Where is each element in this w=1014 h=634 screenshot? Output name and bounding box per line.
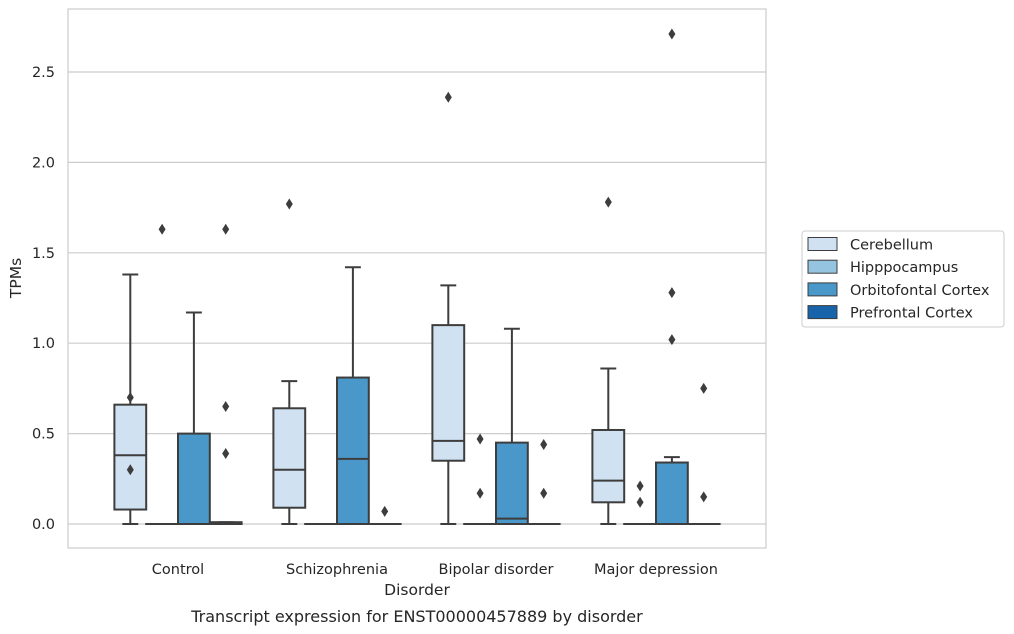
legend-swatch [807,259,838,274]
legend-label: Cerebellum [850,238,933,254]
outlier-point [636,480,644,492]
outlier-point [285,198,293,210]
legend-frame [801,230,1005,328]
x-tick-label: Control [152,562,204,578]
y-tick-labels: 0.0 0.5 1.0 1.5 2.0 2.5 [32,65,55,533]
outlier-point [668,28,676,40]
y-tick-label: 0.0 [32,517,55,533]
box-cerebellum [591,196,626,525]
outlier-point [636,496,644,508]
legend-swatch [807,282,838,297]
y-tick-label: 2.0 [32,155,55,171]
outlier-point [476,433,484,445]
outlier-point [668,287,676,299]
legend-swatch [807,237,838,251]
box-cerebellum [272,198,307,525]
box-cerebellum [113,273,148,525]
chart-caption: Transcript expression for ENST0000045788… [190,607,643,626]
outlier-point [381,505,389,517]
box-prefrontal-cortex [686,382,721,526]
y-tick-label: 1.5 [32,246,55,262]
outlier-point [222,400,230,412]
box-iqr [336,376,370,525]
plot-frame [67,8,767,549]
outlier-point [158,223,166,235]
box-iqr [272,407,307,509]
legend-label: Hipppocampus [850,260,958,276]
legend: Cerebellum Hipppocampus Orbitofontal Corte… [801,230,1005,328]
y-tick-label: 2.5 [32,65,55,81]
legend-items: Cerebellum Hipppocampus Orbitofontal Corte… [807,237,990,322]
box-prefrontal-cortex [367,505,402,526]
y-axis-label: TPMs [7,258,25,299]
box-hipppocampus [623,480,658,526]
x-tick-labels: Control Schizophrenia Bipolar disorder Majo… [152,562,718,578]
outlier-point [222,447,230,459]
x-tick-label: Bipolar disorder [439,562,554,578]
outlier-point [700,491,708,503]
outlier-point [540,487,548,499]
y-tick-label: 1.0 [32,336,55,352]
outlier-point [444,91,452,103]
outlier-point [126,391,134,403]
legend-label: Orbitofontal Cortex [850,283,990,299]
box-cerebellum [431,91,466,525]
box-orbitofontal-cortex [655,28,689,526]
x-tick-label: Major depression [594,562,718,578]
outlier-point [540,438,548,450]
outlier-point [222,223,230,235]
y-tick-label: 0.5 [32,427,55,443]
box-iqr [655,461,689,526]
box-hipppocampus [145,223,179,526]
box-orbitofontal-cortex [495,327,529,526]
legend-swatch [807,305,838,320]
box-iqr [431,324,466,462]
outlier-point [604,196,612,208]
legend-label: Prefrontal Cortex [850,306,973,322]
outlier-point [476,487,484,499]
box-orbitofontal-cortex [336,266,370,525]
outlier-point [700,382,708,394]
box-prefrontal-cortex [526,438,561,526]
box-iqr [591,428,626,504]
box-prefrontal-cortex [208,223,243,526]
x-axis-label: Disorder [384,581,450,599]
grid-lines [68,71,766,525]
box-iqr [495,441,529,526]
box-plot-layer [113,28,721,526]
box-iqr [113,403,148,511]
box-orbitofontal-cortex [177,311,211,526]
outlier-point [668,334,676,346]
outlier-point [126,464,134,476]
box-hipppocampus [463,433,498,526]
x-tick-label: Schizophrenia [286,562,388,578]
box-iqr [177,432,211,526]
